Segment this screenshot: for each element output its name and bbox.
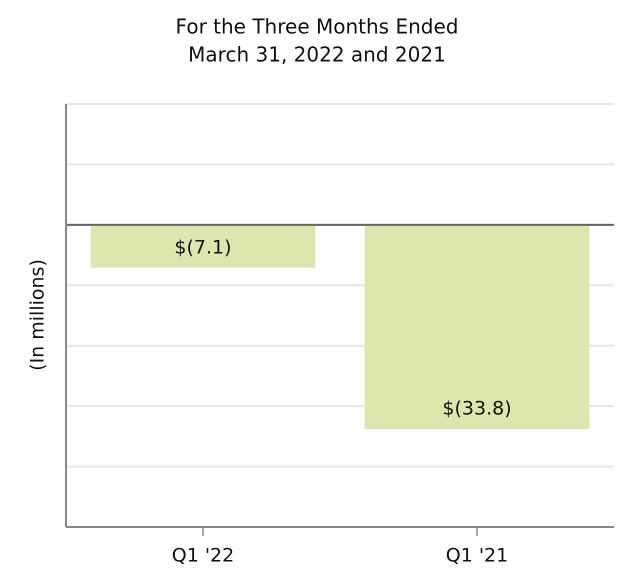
chart-title: March 31, 2022 and 2021 [188, 43, 446, 67]
value-label: $(7.1) [174, 236, 231, 258]
x-tick-label: Q1 '22 [172, 545, 234, 567]
bar [364, 224, 590, 430]
y-axis-label: (In millions) [27, 259, 49, 371]
value-label: $(33.8) [442, 398, 511, 420]
chart-title: For the Three Months Ended [176, 15, 459, 39]
x-tick-label: Q1 '21 [446, 545, 508, 567]
bar [90, 224, 316, 268]
